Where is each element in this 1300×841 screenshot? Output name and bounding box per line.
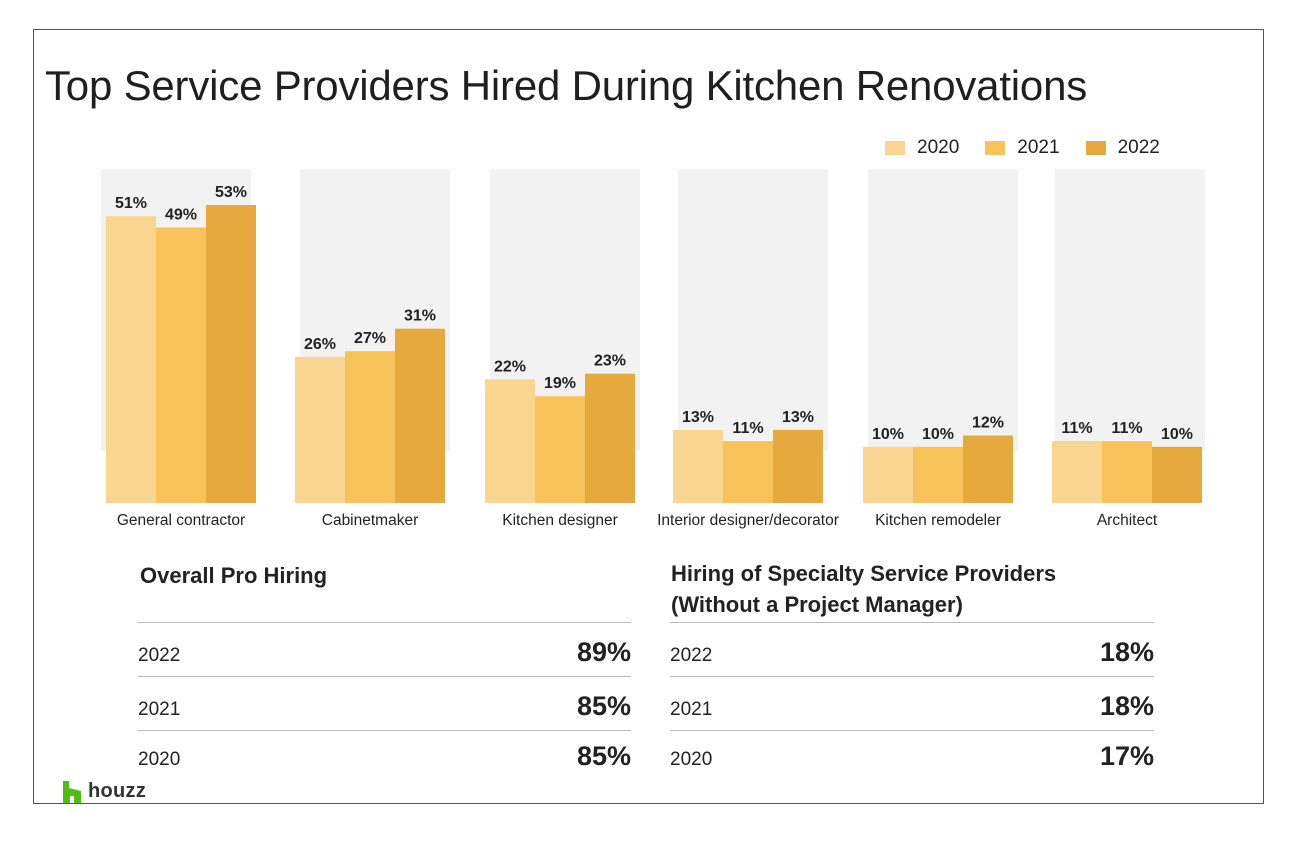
houzz-logo-text: houzz	[88, 780, 147, 802]
bar-2021	[723, 441, 773, 503]
bar-2022	[585, 373, 635, 503]
overall-title: Overall Pro Hiring	[140, 563, 328, 588]
specialty-row-2022: 2022 18%	[670, 622, 1154, 676]
bar-2022	[773, 429, 823, 503]
bar-2021	[1102, 441, 1152, 503]
data-label: 51%	[115, 195, 147, 212]
bar-2021	[913, 446, 963, 503]
data-label: 31%	[404, 308, 436, 325]
data-label: 23%	[594, 353, 626, 370]
legend-item-2020: 2020	[885, 137, 959, 159]
data-label: 10%	[922, 426, 954, 443]
specialty-title-line2: (Without a Project Manager)	[671, 592, 963, 617]
bar-2020	[1052, 441, 1102, 503]
legend-swatch-2021	[985, 141, 1006, 155]
specialty-title: Hiring of Specialty Service Providers (W…	[671, 558, 1056, 620]
bar-2022	[206, 205, 256, 503]
bar-2020	[673, 429, 723, 503]
bar-2020	[295, 356, 345, 503]
chart-frame	[33, 29, 1264, 804]
category-label: Architect	[1097, 512, 1158, 529]
data-label: 19%	[544, 375, 576, 392]
specialty-year: 2022	[670, 645, 713, 666]
data-label: 10%	[872, 426, 904, 443]
legend-label-2020: 2020	[917, 137, 960, 158]
data-label: 22%	[494, 358, 526, 375]
overall-value: 85%	[576, 741, 631, 771]
specialty-value: 18%	[1099, 691, 1154, 721]
bar-2022	[395, 328, 445, 503]
category-label: Cabinetmaker	[322, 512, 419, 529]
specialty-row-2021: 2021 18%	[670, 676, 1154, 730]
category-label: Kitchen designer	[502, 512, 617, 529]
bar-2021	[535, 396, 585, 503]
data-label: 49%	[165, 206, 197, 223]
chart-title: Top Service Providers Hired During Kitch…	[45, 62, 1088, 109]
legend: 2020 2021 2022	[885, 137, 1160, 159]
category-label: Kitchen remodeler	[875, 512, 1001, 529]
data-label: 11%	[1111, 420, 1142, 437]
bar-group-track	[868, 169, 1018, 451]
houzz-logo-icon	[63, 780, 81, 803]
overall-value: 89%	[576, 637, 631, 667]
category-label: Interior designer/decorator	[657, 512, 839, 529]
bar-chart: 51% 49% 53% General contractor 26% 27% 31% Cabi…	[101, 169, 1205, 529]
bar-2020	[485, 379, 535, 503]
overall-value: 85%	[576, 691, 631, 721]
bar-2022	[1152, 446, 1202, 503]
overall-row-2021: 2021 85%	[138, 676, 631, 730]
bar-group-track	[678, 169, 828, 451]
data-label: 11%	[1061, 420, 1092, 437]
bar-group-track	[1055, 169, 1205, 451]
data-label: 11%	[732, 420, 763, 437]
specialty-row-2020: 2020 17%	[670, 730, 1154, 774]
overall-year: 2022	[138, 645, 181, 666]
data-label: 27%	[354, 330, 386, 347]
specialty-year: 2020	[670, 749, 713, 770]
data-label: 12%	[972, 415, 1004, 432]
overall-year: 2021	[138, 699, 181, 720]
legend-swatch-2022	[1085, 141, 1106, 155]
bar-2021	[345, 351, 395, 503]
data-label: 13%	[782, 409, 814, 426]
specialty-title-line1: Hiring of Specialty Service Providers	[671, 561, 1057, 586]
data-label: 13%	[682, 409, 714, 426]
category-label: General contractor	[117, 512, 245, 529]
data-label: 26%	[304, 336, 336, 353]
data-label: 53%	[215, 184, 247, 201]
overall-row-2020: 2020 85%	[138, 730, 631, 774]
legend-label-2021: 2021	[1017, 137, 1060, 158]
bar-2020	[863, 446, 913, 503]
data-label: 10%	[1161, 426, 1193, 443]
legend-label-2022: 2022	[1117, 137, 1160, 158]
bar-2021	[156, 227, 206, 503]
legend-item-2022: 2022	[1085, 137, 1160, 159]
specialty-value: 18%	[1099, 637, 1154, 667]
overall-year: 2020	[138, 749, 181, 770]
specialty-year: 2021	[670, 699, 713, 720]
houzz-logo: houzz	[62, 780, 146, 803]
specialty-value: 17%	[1099, 741, 1154, 771]
bar-2020	[106, 216, 156, 503]
legend-item-2021: 2021	[985, 137, 1060, 159]
legend-swatch-2020	[885, 141, 905, 155]
overall-row-2022: 2022 89%	[138, 622, 631, 676]
bar-2022	[963, 435, 1013, 503]
